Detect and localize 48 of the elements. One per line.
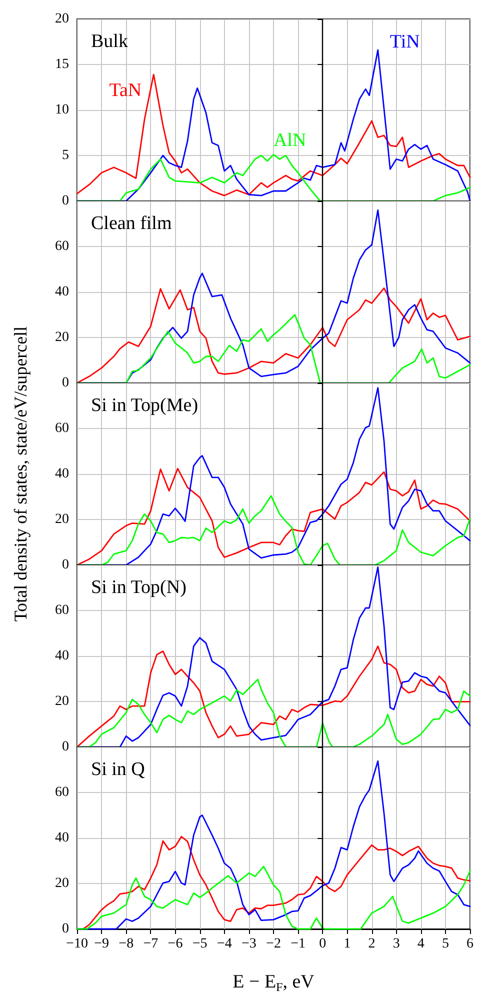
y-tick-label: 0 xyxy=(62,376,69,390)
x-tick-label: 4 xyxy=(417,936,424,952)
y-tick-label: 20 xyxy=(55,694,69,709)
y-tick-label: 15 xyxy=(55,57,69,72)
text: Si in Top(N) xyxy=(91,577,186,598)
y-tick-label: 40 xyxy=(55,648,69,664)
series-label: AlN xyxy=(274,130,306,152)
y-tick-label: 0 xyxy=(62,922,69,936)
x-tick-label: −3 xyxy=(241,936,256,952)
y-tick-label: 10 xyxy=(55,102,69,118)
y-tick-label: 60 xyxy=(55,603,69,618)
y-tick-label: 0 xyxy=(62,558,69,572)
y-tick-label: 60 xyxy=(55,239,69,254)
y-tick-label: 20 xyxy=(55,512,69,527)
x-tick-label: −8 xyxy=(118,936,134,952)
y-tick-label: 0 xyxy=(62,194,69,208)
x-tick-label: −6 xyxy=(168,936,183,952)
text: Si in Top(Me) xyxy=(91,395,198,416)
y-tick-label: 20 xyxy=(55,12,69,26)
y-tick-label: 40 xyxy=(55,284,69,300)
y-tick-label: 40 xyxy=(55,830,69,846)
x-tick-label: 6 xyxy=(466,936,474,952)
text: Si in Q xyxy=(91,759,146,780)
y-tick-label: 60 xyxy=(55,785,69,800)
text: Bulk xyxy=(91,31,128,52)
y-axis-title: Total density of states, state/eV/supercell xyxy=(10,326,32,622)
x-tick-label: 2 xyxy=(368,936,376,952)
x-tick-label: −10 xyxy=(66,936,88,952)
x-tick-label: 5 xyxy=(442,936,449,952)
series-label: TiN xyxy=(390,31,420,52)
x-tick-label: −4 xyxy=(216,936,232,952)
series-label: TaN xyxy=(109,80,142,102)
x-tick-label: 0 xyxy=(319,936,326,952)
x-tick-label: −9 xyxy=(94,936,110,952)
text: Clean film xyxy=(91,213,172,234)
x-tick-label: −1 xyxy=(290,936,306,952)
y-tick-label: 60 xyxy=(55,421,69,436)
y-tick-label: 0 xyxy=(62,740,69,754)
x-tick-label: −5 xyxy=(192,936,208,952)
y-tick-label: 5 xyxy=(62,148,69,163)
x-tick-label: 1 xyxy=(344,936,351,952)
y-tick-label: 20 xyxy=(55,876,69,891)
x-tick-label: 3 xyxy=(392,936,400,952)
y-tick-label: 40 xyxy=(55,466,69,482)
x-tick-label: −7 xyxy=(143,936,158,952)
x-tick-label: −2 xyxy=(266,936,281,952)
y-tick-label: 20 xyxy=(55,330,69,345)
line-series xyxy=(76,74,471,196)
